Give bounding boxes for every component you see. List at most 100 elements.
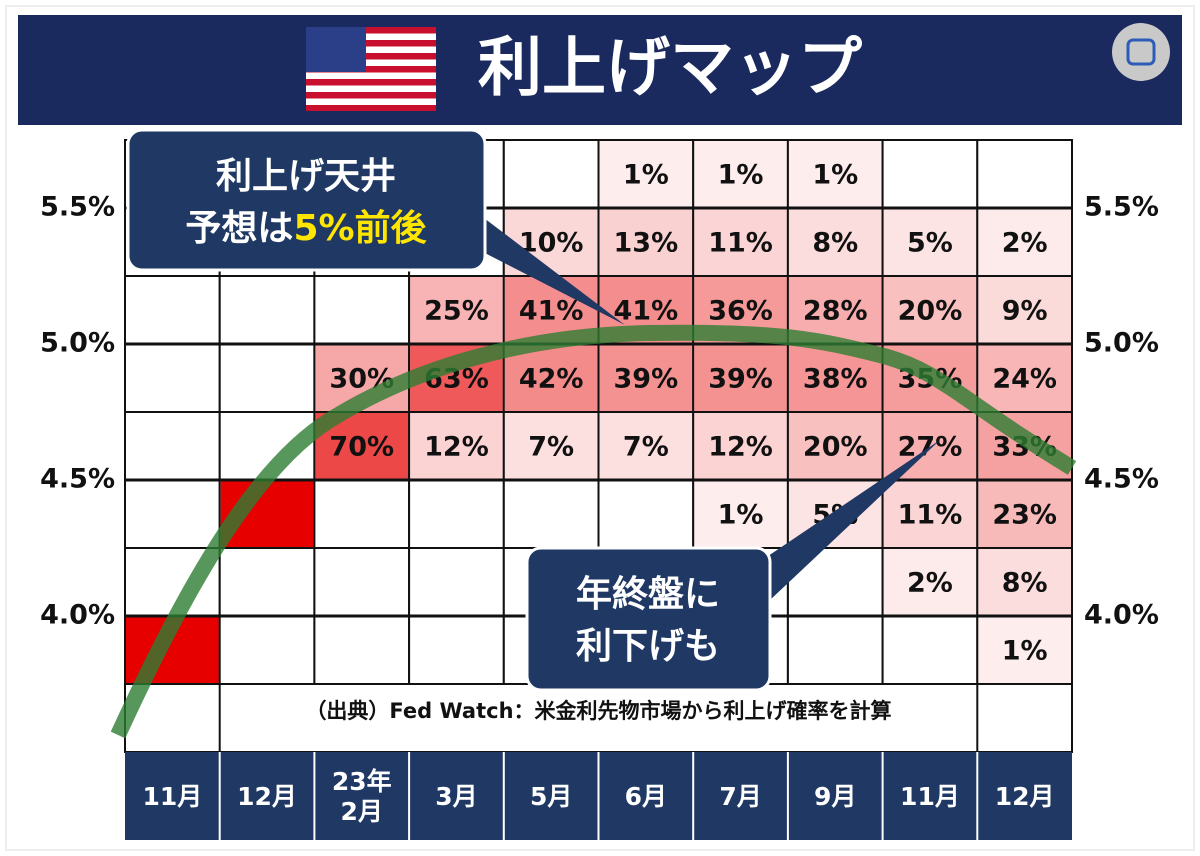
heat-cell xyxy=(978,345,1071,411)
cell xyxy=(408,411,505,481)
cell xyxy=(218,615,316,685)
cell-label: 1% xyxy=(623,160,669,191)
cell xyxy=(976,207,1073,277)
x-tick-label: 9月 xyxy=(814,782,856,811)
cell-label: 2% xyxy=(907,568,953,599)
cell-label: 2% xyxy=(1002,228,1048,259)
cell xyxy=(408,275,505,345)
cell xyxy=(597,207,695,277)
cell-label: 38% xyxy=(803,364,868,395)
heat-cell xyxy=(978,617,1071,683)
cell-label: 9% xyxy=(1002,296,1048,327)
x-tick-label: 3月 xyxy=(435,782,477,811)
cell xyxy=(218,547,316,617)
callout-text: 利下げも xyxy=(576,626,720,667)
cell-label: 20% xyxy=(803,432,868,463)
cell-label: 12% xyxy=(424,432,489,463)
cell-label: 20% xyxy=(898,296,963,327)
cell-label: 41% xyxy=(614,296,679,327)
source-row xyxy=(124,683,1073,753)
heat-cell xyxy=(694,209,787,275)
cell xyxy=(408,547,505,617)
lens-button[interactable] xyxy=(1112,23,1170,81)
heat-cell xyxy=(883,481,977,547)
cell-label: 1% xyxy=(1002,636,1048,667)
callout-text: 予想は xyxy=(185,208,293,249)
cell xyxy=(881,615,979,685)
y-tick-label: 5.5% xyxy=(40,192,115,223)
callout-cut: 年終盤に 利下げも xyxy=(525,440,940,692)
heat-cell xyxy=(599,345,693,411)
cell xyxy=(124,411,221,481)
x-tick-label: 12月 xyxy=(237,782,297,811)
heat-cell xyxy=(788,141,882,207)
us-flag xyxy=(306,27,436,111)
heat-cell xyxy=(410,277,503,343)
heat-cell xyxy=(978,549,1071,615)
cell-label: 1% xyxy=(812,160,858,191)
y-tick-label: 4.0% xyxy=(40,600,115,631)
cell-label: 8% xyxy=(1002,568,1048,599)
cell xyxy=(786,139,884,209)
cell-label: 25% xyxy=(424,296,489,327)
heat-cell xyxy=(788,413,882,479)
heat-cell xyxy=(978,277,1071,343)
cell-label: 12% xyxy=(708,432,773,463)
x-tick-label: 11月 xyxy=(142,782,202,811)
lens-icon xyxy=(1126,38,1156,66)
cell xyxy=(692,207,789,277)
y2-tick-label: 4.5% xyxy=(1084,464,1159,495)
cell-label: 13% xyxy=(614,228,679,259)
cell xyxy=(976,547,1073,617)
cell xyxy=(124,343,221,413)
heat-cell xyxy=(599,141,693,207)
cell-label: 28% xyxy=(803,296,868,327)
cell-label: 1% xyxy=(718,500,764,531)
cell xyxy=(313,615,411,685)
heat-cell xyxy=(504,413,598,479)
cell-label: 7% xyxy=(623,432,669,463)
x-tick-label: 7月 xyxy=(719,782,761,811)
cell xyxy=(881,547,979,617)
heat-cell xyxy=(599,209,693,275)
cell xyxy=(408,479,505,549)
cell xyxy=(218,275,316,345)
y2-tick-label: 4.0% xyxy=(1084,600,1159,631)
heat-cell xyxy=(883,209,977,275)
source-note: （出典）Fed Watch：米金利先物市場から利上げ確率を計算 xyxy=(305,699,891,723)
heat-cell xyxy=(883,277,977,343)
callout-highlight: 5%前後 xyxy=(293,208,427,249)
heat-cell xyxy=(694,413,787,479)
x-tick-label: 23年 2月 xyxy=(332,767,392,826)
cell xyxy=(124,275,221,345)
cell xyxy=(786,615,884,685)
cell xyxy=(597,411,695,481)
callout-text: 年終盤に xyxy=(576,574,720,615)
cell xyxy=(124,479,221,549)
cell-label: 24% xyxy=(992,364,1057,395)
cell xyxy=(976,275,1073,345)
cell-label: 70% xyxy=(329,432,394,463)
x-tick-label: 11月 xyxy=(900,782,960,811)
title-banner xyxy=(18,15,1182,125)
y2-tick-label: 5.0% xyxy=(1084,328,1159,359)
cell xyxy=(313,479,411,549)
cell-label: 36% xyxy=(708,296,773,327)
cell-label: 11% xyxy=(708,228,773,259)
heat-cell xyxy=(978,209,1071,275)
heat-cell xyxy=(978,481,1071,547)
heat-cell xyxy=(694,481,787,547)
heat-cell xyxy=(504,345,598,411)
cell-label: 41% xyxy=(519,296,584,327)
cell xyxy=(976,479,1073,549)
cell xyxy=(408,615,505,685)
cell-label: 39% xyxy=(614,364,679,395)
heat-cell xyxy=(788,209,882,275)
cell-label: 39% xyxy=(708,364,773,395)
cell-label: 7% xyxy=(528,432,574,463)
cell xyxy=(218,343,316,413)
chart-title: 利上げマップ xyxy=(478,32,862,106)
cell-label: 8% xyxy=(812,228,858,259)
y-tick-label: 5.0% xyxy=(40,328,115,359)
